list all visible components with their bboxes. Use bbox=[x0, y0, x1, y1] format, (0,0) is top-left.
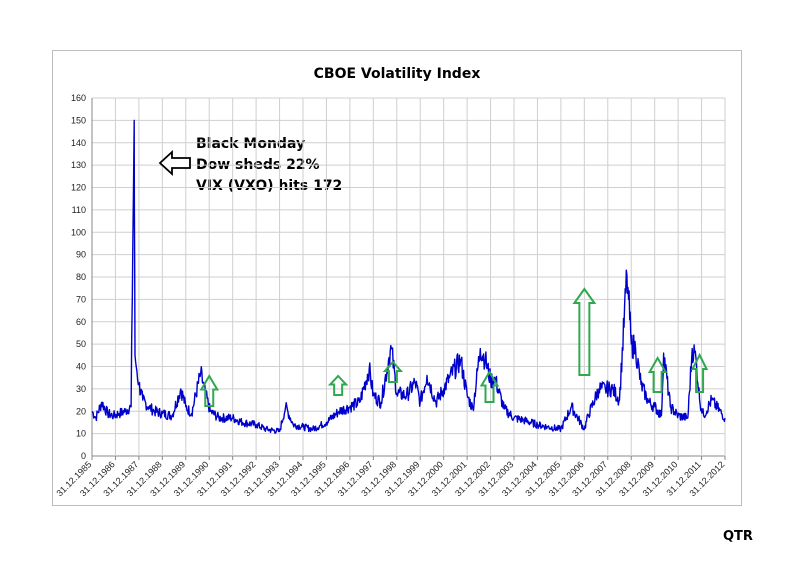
y-axis-ticks: 0 10 20 30 40 50 60 70 80 90 100 110 120 130 140 150 160 bbox=[71, 93, 86, 461]
callout-arrow bbox=[158, 149, 191, 177]
y-tick-label: 50 bbox=[76, 339, 86, 349]
vix-series-line bbox=[91, 119, 726, 434]
x-axis-ticks: 31.12.198531.12.198631.12.198731.12.1988… bbox=[54, 459, 726, 498]
y-tick-label: 120 bbox=[71, 183, 86, 193]
footer-label: QTR bbox=[723, 529, 753, 544]
y-tick-label: 130 bbox=[71, 160, 86, 170]
y-tick-label: 150 bbox=[71, 115, 86, 125]
y-tick-label: 100 bbox=[71, 227, 86, 237]
green-up-arrow bbox=[572, 287, 597, 376]
y-tick-label: 40 bbox=[76, 362, 86, 372]
y-tick-label: 80 bbox=[76, 272, 86, 282]
green-up-arrow bbox=[690, 352, 709, 393]
arrow-layer bbox=[199, 287, 709, 407]
series-layer bbox=[91, 119, 726, 434]
chart-title: CBOE Volatility Index bbox=[313, 66, 481, 82]
y-tick-label: 160 bbox=[71, 93, 86, 103]
y-tick-label: 30 bbox=[76, 384, 86, 394]
green-up-arrow bbox=[647, 355, 668, 393]
y-tick-label: 90 bbox=[76, 250, 86, 260]
green-up-arrow bbox=[479, 370, 500, 403]
y-tick-label: 20 bbox=[76, 406, 86, 416]
callout-layer bbox=[158, 149, 191, 177]
y-tick-label: 110 bbox=[72, 205, 86, 215]
y-tick-label: 10 bbox=[76, 429, 86, 439]
annotation-line-1: Black Monday bbox=[196, 136, 306, 152]
y-tick-label: 140 bbox=[71, 138, 86, 148]
green-up-arrow bbox=[327, 374, 349, 396]
green-up-arrow bbox=[382, 360, 404, 383]
y-tick-label: 70 bbox=[76, 294, 86, 304]
green-up-arrow bbox=[199, 374, 220, 407]
y-tick-label: 0 bbox=[81, 451, 86, 461]
y-tick-label: 60 bbox=[76, 317, 86, 327]
